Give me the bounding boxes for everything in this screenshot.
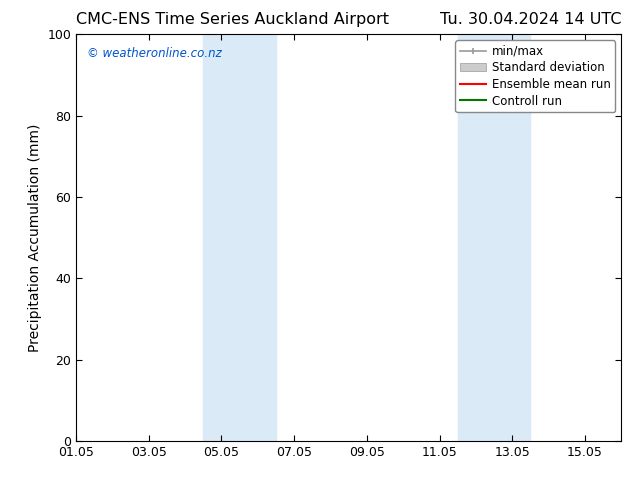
Text: CMC-ENS Time Series Auckland Airport: CMC-ENS Time Series Auckland Airport — [76, 12, 389, 27]
Bar — [458, 34, 531, 441]
Text: © weatheronline.co.nz: © weatheronline.co.nz — [87, 47, 222, 59]
Y-axis label: Precipitation Accumulation (mm): Precipitation Accumulation (mm) — [28, 123, 42, 352]
Bar — [204, 34, 276, 441]
Legend: min/max, Standard deviation, Ensemble mean run, Controll run: min/max, Standard deviation, Ensemble me… — [455, 40, 616, 112]
Text: Tu. 30.04.2024 14 UTC: Tu. 30.04.2024 14 UTC — [440, 12, 621, 27]
